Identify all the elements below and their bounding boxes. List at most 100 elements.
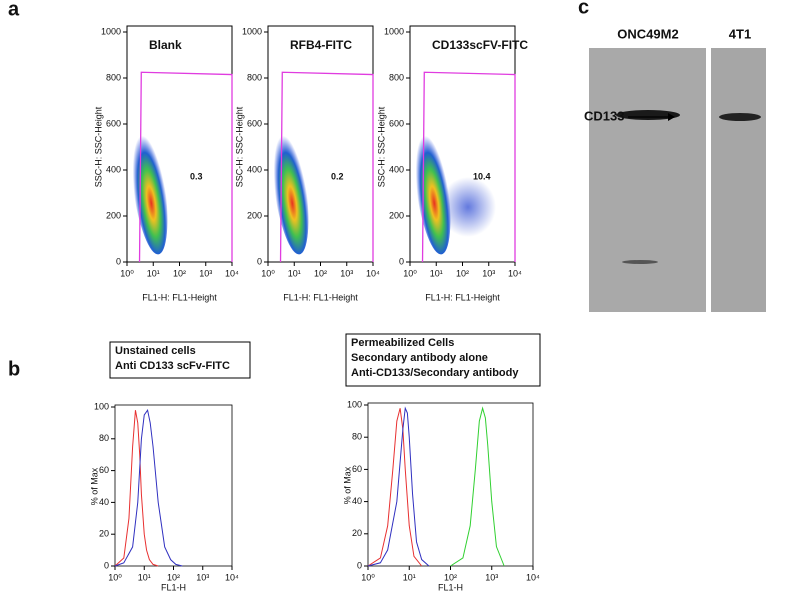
plot-title: Blank [149,38,182,52]
x-tick-label: 10² [167,572,180,582]
y-tick-label: 40 [352,496,362,506]
blot-band [622,260,658,264]
y-tick-label: 20 [352,528,362,538]
x-tick-label: 10⁰ [261,268,275,278]
x-tick-label: 10¹ [430,268,443,278]
plot-title: RFB4-FITC [290,38,352,52]
lane-label: 4T1 [729,26,751,41]
y-tick-label: 80 [99,433,109,443]
legend-entry: Anti-CD133/Secondary antibody [351,367,519,379]
y-tick-label: 800 [106,72,121,82]
gate-percent: 10.4 [473,171,491,181]
y-axis-label: SSC-H: SSC-Height [93,106,103,187]
y-tick-label: 800 [389,72,404,82]
histogram-line [367,406,430,567]
panel-label: a [8,0,20,20]
legend-box [109,341,251,379]
y-tick-label: 0 [357,560,362,570]
gate [279,71,374,263]
y-tick-label: 0 [399,256,404,266]
y-axis-label: SSC-H: SSC-Height [234,106,244,187]
y-axis-label: SSC-H: SSC-Height [376,106,386,187]
panel-label: b [8,358,20,380]
plot-frame [114,404,233,567]
y-tick-label: 400 [389,164,404,174]
y-tick-label: 1000 [242,26,262,36]
y-tick-label: 600 [389,118,404,128]
y-tick-label: 40 [99,497,109,507]
x-axis-label: FL1-H: FL1-Height [142,292,217,302]
density-cloud [440,177,496,237]
y-tick-label: 200 [106,210,121,220]
y-tick-label: 0 [257,256,262,266]
gate [421,71,516,263]
panel-label: c [578,0,589,18]
histogram-line [450,406,505,567]
y-tick-label: 0 [116,256,121,266]
y-tick-label: 20 [99,529,109,539]
x-axis-label: FL1-H: FL1-Height [425,292,500,302]
histogram-line [114,410,159,567]
plot-frame [367,402,534,567]
x-tick-label: 10⁰ [120,268,134,278]
blot-band [719,113,761,121]
x-axis-label: FL1-H: FL1-Height [283,292,358,302]
y-tick-label: 1000 [384,26,404,36]
y-tick-label: 600 [247,118,262,128]
gate [138,71,233,263]
gate-percent: 0.2 [331,171,344,181]
density-cloud [130,119,168,255]
x-tick-label: 10⁰ [361,572,375,582]
legend-entry: Permeabilized Cells [351,337,454,349]
x-tick-label: 10³ [340,268,353,278]
x-tick-label: 10³ [485,572,498,582]
blot-lane [711,48,766,312]
x-tick-label: 10⁴ [508,268,522,278]
x-axis-label: FL1-H [438,582,463,592]
x-tick-label: 10³ [196,572,209,582]
x-tick-label: 10¹ [147,268,160,278]
histogram-line [367,408,423,567]
x-tick-label: 10⁴ [225,572,239,582]
y-tick-label: 80 [352,432,362,442]
x-tick-label: 10² [456,268,469,278]
y-tick-label: 100 [347,399,362,409]
x-tick-label: 10¹ [288,268,301,278]
arrow-head [668,113,675,121]
y-tick-label: 600 [106,118,121,128]
y-tick-label: 200 [247,210,262,220]
band-label: CD133 [584,108,624,123]
x-axis-label: FL1-H [161,582,186,592]
y-tick-label: 800 [247,72,262,82]
x-tick-label: 10¹ [138,572,151,582]
x-tick-label: 10² [173,268,186,278]
y-tick-label: 100 [94,401,109,411]
legend-entry: Anti CD133 scFv-FITC [115,360,230,372]
y-tick-label: 60 [352,464,362,474]
y-tick-label: 400 [106,164,121,174]
y-tick-label: 400 [247,164,262,174]
density-cloud [271,119,309,255]
histogram-line [114,408,183,567]
y-tick-label: 200 [389,210,404,220]
blot-lane [589,48,706,312]
lane-label: ONC49M2 [617,26,678,41]
y-axis-label: % of Max [342,466,352,504]
plot-title: CD133scFV-FITC [432,38,528,52]
y-tick-label: 60 [99,465,109,475]
y-tick-label: 0 [104,560,109,570]
legend-box [345,333,541,387]
y-axis-label: % of Max [89,467,99,505]
x-tick-label: 10⁴ [366,268,380,278]
x-tick-label: 10⁰ [403,268,417,278]
legend-entry: Secondary antibody alone [351,352,488,364]
x-tick-label: 10⁴ [526,572,540,582]
x-tick-label: 10³ [482,268,495,278]
x-tick-label: 10⁴ [225,268,239,278]
x-tick-label: 10² [444,572,457,582]
gate-percent: 0.3 [190,171,203,181]
legend-entry: Unstained cells [115,345,196,357]
x-tick-label: 10⁰ [108,572,122,582]
x-tick-label: 10¹ [403,572,416,582]
